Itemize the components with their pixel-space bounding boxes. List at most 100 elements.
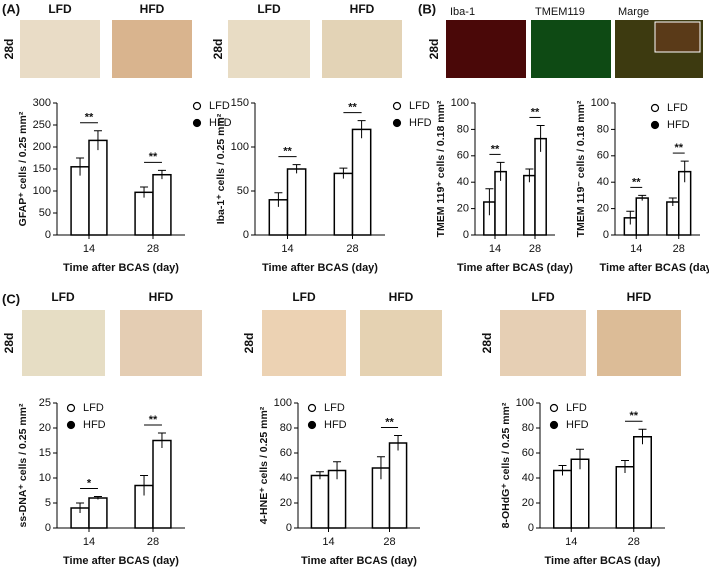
error-bar <box>496 161 505 181</box>
panel-label: (A) <box>2 1 20 16</box>
legend-label: HFD <box>324 419 347 431</box>
y-tick-label: 40 <box>280 472 292 484</box>
group-label: LFD <box>257 2 281 16</box>
x-tick-label: 28 <box>383 536 395 548</box>
micrograph-inset <box>654 21 701 53</box>
x-tick-label: 28 <box>673 243 685 255</box>
bar <box>633 436 652 529</box>
bar <box>88 497 108 529</box>
legend-label: LFD <box>409 100 430 112</box>
legend-marker <box>66 403 76 413</box>
y-tick-label: 60 <box>280 447 292 459</box>
time-label: 28d <box>480 333 494 354</box>
legend-marker <box>192 118 202 128</box>
bar <box>666 201 680 236</box>
y-tick-label: 0 <box>603 229 609 241</box>
bar <box>310 474 330 529</box>
y-tick-label: 100 <box>274 397 292 409</box>
x-axis-label: Time after BCAS (day) <box>63 262 179 274</box>
y-tick-label: 150 <box>33 163 51 175</box>
error-bar <box>536 124 545 152</box>
bar <box>88 139 108 236</box>
error-bar <box>376 456 385 480</box>
micrograph <box>322 20 402 78</box>
bar <box>523 174 536 236</box>
group-label: HFD <box>389 290 414 304</box>
micrograph <box>500 310 586 376</box>
bar <box>615 466 635 529</box>
significance-label: ** <box>629 410 638 422</box>
x-tick-label: 14 <box>630 243 642 255</box>
y-tick-label: 20 <box>39 422 51 434</box>
error-bar <box>638 194 647 201</box>
x-tick-label: 28 <box>346 243 358 255</box>
micrograph <box>112 20 192 78</box>
x-tick-label: 14 <box>83 536 95 548</box>
legend-marker <box>307 403 317 413</box>
legend-label: LFD <box>324 402 345 414</box>
legend-marker <box>549 420 559 430</box>
panel-label: (C) <box>2 291 20 306</box>
bar <box>534 137 547 236</box>
error-bar <box>339 167 348 179</box>
panel-label: (B) <box>418 1 436 16</box>
x-tick-label: 14 <box>83 243 95 255</box>
bar <box>635 197 649 236</box>
legend-label: LFD <box>667 102 688 114</box>
stain-label: Marge <box>618 6 649 18</box>
micrograph <box>597 310 681 376</box>
significance-label: ** <box>674 142 683 154</box>
y-axis-label: ss-DNA⁺ cells / 0.25 mm² <box>17 403 29 528</box>
significance-label: ** <box>149 414 158 426</box>
x-tick-label: 28 <box>147 536 159 548</box>
error-bar <box>333 461 342 480</box>
error-bar <box>274 192 283 207</box>
y-tick-label: 80 <box>522 422 534 434</box>
micrograph <box>20 20 100 78</box>
x-axis-label: Time after BCAS (day) <box>63 555 179 567</box>
x-tick-label: 14 <box>322 536 334 548</box>
x-axis-label: Time after BCAS (day) <box>301 555 417 567</box>
significance-label: ** <box>385 416 394 428</box>
y-tick-label: 150 <box>231 97 249 109</box>
time-label: 28d <box>427 39 441 60</box>
y-axis-label: GFAP⁺ cells / 0.25 mm² <box>17 111 29 226</box>
x-tick-label: 14 <box>489 243 501 255</box>
error-bar <box>668 197 677 206</box>
micrograph <box>360 310 442 376</box>
x-axis-label: Time after BCAS (day) <box>262 262 378 274</box>
y-axis-label: TMEM 119⁺ cells / 0.18 mm² <box>435 100 447 237</box>
y-tick-label: 0 <box>243 229 249 241</box>
error-bar <box>93 130 102 151</box>
y-axis-label: Iba-1⁺ cells / 0.25 mm² <box>215 113 227 224</box>
error-bar <box>357 120 366 139</box>
legend-marker <box>307 420 317 430</box>
y-tick-label: 20 <box>457 203 469 215</box>
y-tick-label: 40 <box>597 176 609 188</box>
x-tick-label: 14 <box>281 243 293 255</box>
bar <box>494 170 507 236</box>
significance-label: ** <box>348 102 357 114</box>
y-tick-label: 0 <box>45 522 51 534</box>
y-tick-label: 20 <box>597 203 609 215</box>
group-label: LFD <box>292 290 316 304</box>
y-tick-label: 250 <box>33 119 51 131</box>
legend-marker <box>650 103 660 113</box>
error-bar <box>638 428 647 445</box>
x-tick-label: 28 <box>628 536 640 548</box>
legend-label: HFD <box>83 419 106 431</box>
group-label: LFD <box>48 2 72 16</box>
y-tick-label: 200 <box>33 141 51 153</box>
legend-marker <box>192 101 202 111</box>
group-label: LFD <box>51 290 75 304</box>
significance-label: ** <box>85 112 94 124</box>
error-bar <box>140 475 149 496</box>
y-tick-label: 25 <box>39 397 51 409</box>
significance-label: ** <box>149 151 158 163</box>
y-tick-label: 20 <box>522 497 534 509</box>
micrograph <box>22 310 105 376</box>
x-tick-label: 28 <box>529 243 541 255</box>
error-bar <box>157 169 166 180</box>
legend-label: LFD <box>209 100 230 112</box>
